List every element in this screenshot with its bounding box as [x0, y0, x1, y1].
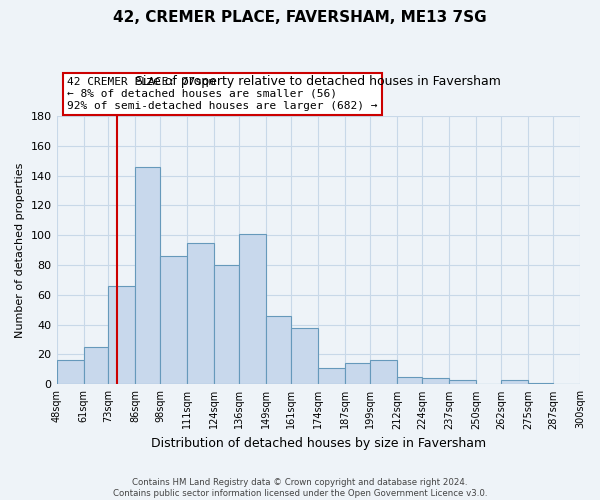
Bar: [160, 256, 187, 384]
Bar: [83, 347, 109, 385]
Title: Size of property relative to detached houses in Faversham: Size of property relative to detached ho…: [136, 76, 501, 88]
Bar: [56, 360, 83, 384]
Bar: [528, 383, 553, 384]
Text: 42 CREMER PLACE: 77sqm
← 8% of detached houses are smaller (56)
92% of semi-deta: 42 CREMER PLACE: 77sqm ← 8% of detached …: [67, 78, 377, 110]
Bar: [214, 265, 239, 384]
Bar: [397, 377, 422, 384]
Bar: [266, 316, 291, 384]
Text: Contains HM Land Registry data © Crown copyright and database right 2024.
Contai: Contains HM Land Registry data © Crown c…: [113, 478, 487, 498]
Bar: [422, 378, 449, 384]
Bar: [109, 286, 136, 384]
Bar: [345, 364, 370, 384]
Bar: [318, 368, 345, 384]
Bar: [370, 360, 397, 384]
Bar: [136, 166, 160, 384]
X-axis label: Distribution of detached houses by size in Faversham: Distribution of detached houses by size …: [151, 437, 486, 450]
Y-axis label: Number of detached properties: Number of detached properties: [15, 162, 25, 338]
Bar: [449, 380, 476, 384]
Bar: [239, 234, 266, 384]
Bar: [501, 380, 528, 384]
Bar: [187, 242, 214, 384]
Bar: [291, 328, 318, 384]
Text: 42, CREMER PLACE, FAVERSHAM, ME13 7SG: 42, CREMER PLACE, FAVERSHAM, ME13 7SG: [113, 10, 487, 25]
